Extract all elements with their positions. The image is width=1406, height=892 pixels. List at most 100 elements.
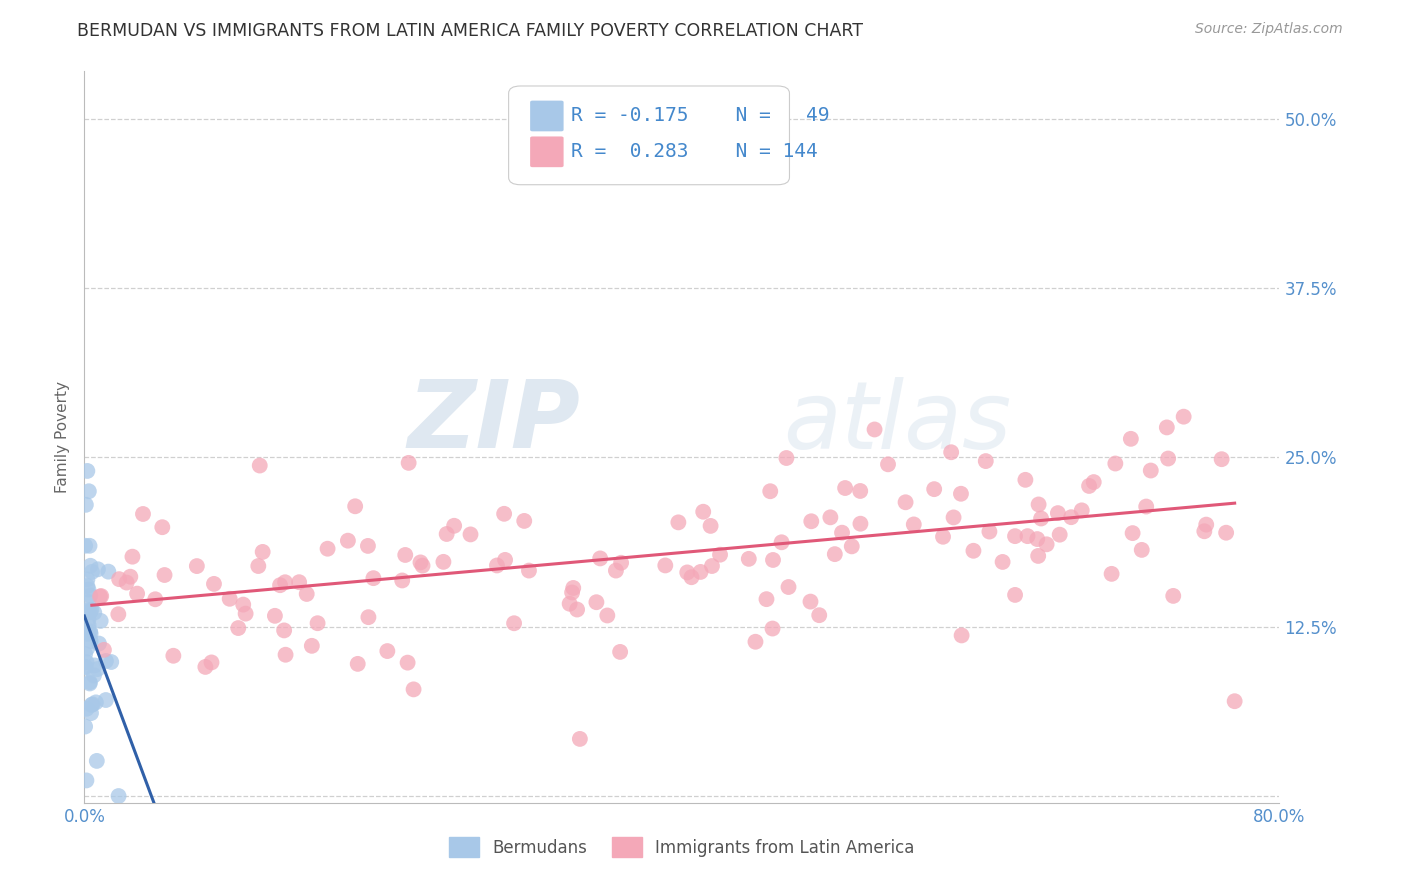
Point [974,454,997,468]
Point [398,456,420,470]
Point [1026,532,1049,546]
Point [108,572,131,586]
FancyBboxPatch shape [509,86,790,185]
Point [1161,589,1184,603]
Point [79,624,101,639]
Point [76,626,98,640]
Point [979,524,1001,539]
Point [79,626,101,640]
Point [596,608,619,623]
Point [75,539,97,553]
Point [76,655,98,669]
Point [83,606,105,620]
Point [1028,498,1050,512]
Point [252,545,274,559]
Point [922,482,945,496]
Point [77,582,100,597]
Legend: Bermudans, Immigrants from Latin America: Bermudans, Immigrants from Latin America [443,830,921,864]
Point [76,702,98,716]
Point [561,585,583,599]
Point [80,565,103,579]
Point [121,549,143,564]
Point [676,566,699,580]
Point [93,643,115,657]
Point [316,541,339,556]
Point [396,656,419,670]
Point [589,551,612,566]
Point [513,514,536,528]
Point [894,495,917,509]
Point [610,556,633,570]
Point [1194,524,1216,539]
Point [432,555,454,569]
Y-axis label: Family Poverty: Family Poverty [55,381,70,493]
Text: R = -0.175    N =   49: R = -0.175 N = 49 [571,106,830,126]
Point [87,562,110,576]
Point [778,580,800,594]
Point [83,668,105,682]
Point [153,568,176,582]
Point [1173,409,1195,424]
Point [738,552,761,566]
Point [699,519,721,533]
Point [485,558,508,573]
Point [247,559,270,574]
Point [79,676,101,690]
Point [363,571,385,585]
Point [202,577,225,591]
Point [1049,527,1071,541]
Point [689,565,711,579]
Point [903,517,925,532]
Point [503,616,526,631]
Point [249,458,271,473]
Point [1035,537,1057,551]
Point [75,773,97,788]
Point [76,641,98,656]
Point [127,586,149,600]
Point [1215,525,1237,540]
Point [409,555,432,569]
Point [77,484,100,499]
Point [562,581,585,595]
Text: BERMUDAN VS IMMIGRANTS FROM LATIN AMERICA FAMILY POVERTY CORRELATION CHART: BERMUDAN VS IMMIGRANTS FROM LATIN AMERIC… [77,22,863,40]
Point [1004,529,1026,543]
Point [849,516,872,531]
Point [950,628,973,642]
Point [1135,500,1157,514]
Point [83,658,105,673]
Point [761,622,783,636]
Point [75,647,97,661]
Point [517,564,540,578]
Point [288,575,311,590]
Point [150,520,173,534]
Point [494,553,516,567]
Point [402,682,425,697]
Point [226,621,249,635]
Point [90,589,112,603]
Point [1004,588,1026,602]
Point [357,610,380,624]
Text: atlas: atlas [783,377,1012,468]
Point [344,500,367,514]
Point [90,614,112,628]
Point [120,570,142,584]
Point [759,484,782,499]
Point [143,592,166,607]
Text: ZIP: ZIP [408,376,581,468]
Point [709,548,731,562]
Point [1014,473,1036,487]
Point [76,573,98,587]
Point [82,698,104,712]
Point [824,547,846,561]
Point [77,595,100,609]
Point [269,578,291,592]
Point [609,645,631,659]
Point [84,695,107,709]
Point [80,698,103,712]
Point [775,450,797,465]
Point [949,487,972,501]
Point [755,592,778,607]
Point [264,608,287,623]
Point [1029,511,1052,525]
Point [186,559,208,574]
